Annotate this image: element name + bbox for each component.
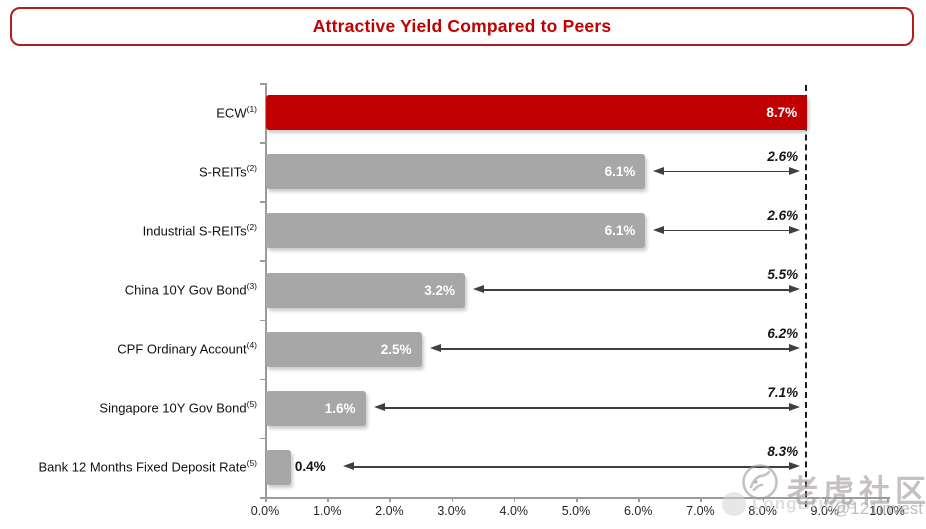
diff-value-label: 5.5%: [767, 267, 799, 282]
x-axis-line: [265, 497, 890, 499]
diff-arrow: [653, 225, 801, 237]
arrow-head-icon: [653, 166, 665, 175]
category-label: Bank 12 Months Fixed Deposit Rate(5): [38, 458, 258, 475]
footnote-marker: (5): [246, 399, 257, 410]
x-tick-label: 1.0%: [312, 504, 342, 518]
x-tick-label: 2.0%: [375, 504, 404, 518]
arrow-shaft: [661, 229, 793, 232]
arrow-shaft: [437, 348, 793, 350]
x-tick-label: 8.0%: [748, 504, 777, 518]
y-axis-tick: [260, 378, 265, 381]
x-axis-tick: [389, 497, 391, 502]
y-axis-line: [265, 83, 267, 497]
x-axis-tick: [887, 497, 889, 502]
x-tick-label: 10.0%: [869, 504, 905, 518]
arrow-shaft: [481, 289, 793, 291]
bar-value-label: 6.1%: [604, 164, 636, 180]
arrow-head-icon: [789, 403, 801, 412]
reference-dashed-line: [805, 85, 808, 507]
y-axis-tick: [260, 260, 265, 262]
x-axis-tick: [327, 497, 329, 502]
footnote-marker: (4): [246, 340, 257, 351]
diff-arrow: [373, 402, 801, 414]
x-tick-label: 4.0%: [499, 504, 529, 518]
y-axis-tick: [260, 201, 265, 203]
bar-value-label: 1.6%: [324, 400, 356, 416]
arrow-head-icon: [789, 285, 801, 293]
y-axis-tick: [260, 142, 265, 144]
arrow-head-icon: [429, 344, 441, 353]
arrow-head-icon: [342, 462, 354, 471]
bar-value-label: 8.7%: [766, 105, 798, 121]
bar: 2.5%: [266, 331, 422, 367]
y-axis-tick: [260, 83, 265, 85]
x-tick-label: 5.0%: [561, 504, 591, 518]
arrow-head-icon: [789, 225, 801, 234]
bar: 6.1%: [266, 213, 646, 249]
arrow-head-icon: [789, 344, 801, 353]
x-axis-tick: [638, 497, 640, 502]
x-tick-label: 9.0%: [810, 504, 840, 518]
arrow-shaft: [350, 466, 793, 469]
footnote-marker: (1): [246, 103, 257, 114]
category-label: China 10Y Gov Bond(3): [124, 281, 257, 298]
bar-value-label: 2.5%: [380, 341, 412, 357]
category-label: CPF Ordinary Account(4): [117, 340, 257, 357]
x-tick-label: 3.0%: [437, 504, 466, 518]
bar: 3.2%: [266, 272, 466, 308]
highlight-bar: 8.7%: [266, 95, 808, 131]
chart-title-box: Attractive Yield Compared to Peers: [10, 7, 914, 46]
longbridge-logo-watermark: [722, 492, 746, 516]
bar-value-label: 3.2%: [424, 282, 456, 298]
x-tick-label: 0.0%: [250, 504, 280, 518]
category-label: Industrial S-REITs(2): [142, 221, 257, 239]
diff-arrow: [653, 166, 801, 178]
y-axis-tick: [260, 437, 265, 440]
invest-handle-watermark: @121invest: [833, 499, 924, 518]
longbridge-watermark: LongBridge: [752, 494, 858, 513]
tiger-community-watermark: 老虎社区: [787, 474, 926, 509]
chart-title: Attractive Yield Compared to Peers: [312, 16, 612, 36]
x-axis-tick: [265, 497, 267, 502]
category-label: ECW(1): [216, 103, 257, 120]
bar: [266, 449, 291, 485]
diff-value-label: 8.3%: [767, 444, 799, 460]
x-axis-tick: [700, 497, 702, 502]
arrow-head-icon: [373, 403, 385, 412]
x-axis-tick: [576, 497, 578, 502]
x-axis-tick: [762, 497, 765, 502]
arrow-head-icon: [473, 285, 485, 293]
y-axis-tick: [260, 319, 265, 322]
footnote-marker: (2): [246, 221, 257, 232]
diff-value-label: 6.2%: [767, 326, 799, 342]
x-tick-label: 6.0%: [623, 504, 653, 518]
x-axis-tick: [824, 497, 827, 502]
bar: 1.6%: [266, 390, 366, 426]
arrow-head-icon: [653, 225, 665, 234]
footnote-marker: (2): [246, 162, 257, 173]
y-axis-tick: [260, 497, 265, 499]
x-axis-tick: [451, 497, 454, 502]
arrow-head-icon: [789, 166, 801, 175]
diff-value-label: 2.6%: [767, 207, 799, 223]
tiger-logo-icon: [741, 463, 779, 506]
bar-value-label: 0.4%: [294, 459, 326, 475]
diff-arrow: [429, 343, 801, 355]
x-axis-tick: [513, 497, 516, 502]
diff-arrow: [342, 461, 801, 473]
bar: 6.1%: [266, 154, 646, 190]
diff-arrow: [473, 284, 801, 296]
arrow-head-icon: [789, 462, 801, 471]
category-label: S-REITs(2): [198, 162, 257, 180]
x-tick-label: 7.0%: [686, 504, 715, 518]
diff-value-label: 7.1%: [767, 385, 799, 401]
arrow-shaft: [661, 170, 793, 173]
arrow-shaft: [381, 407, 793, 409]
diff-value-label: 2.6%: [767, 148, 799, 164]
footnote-marker: (5): [246, 458, 257, 469]
bar-value-label: 6.1%: [604, 223, 636, 239]
footnote-marker: (3): [246, 281, 257, 291]
category-label: Singapore 10Y Gov Bond(5): [99, 399, 257, 416]
